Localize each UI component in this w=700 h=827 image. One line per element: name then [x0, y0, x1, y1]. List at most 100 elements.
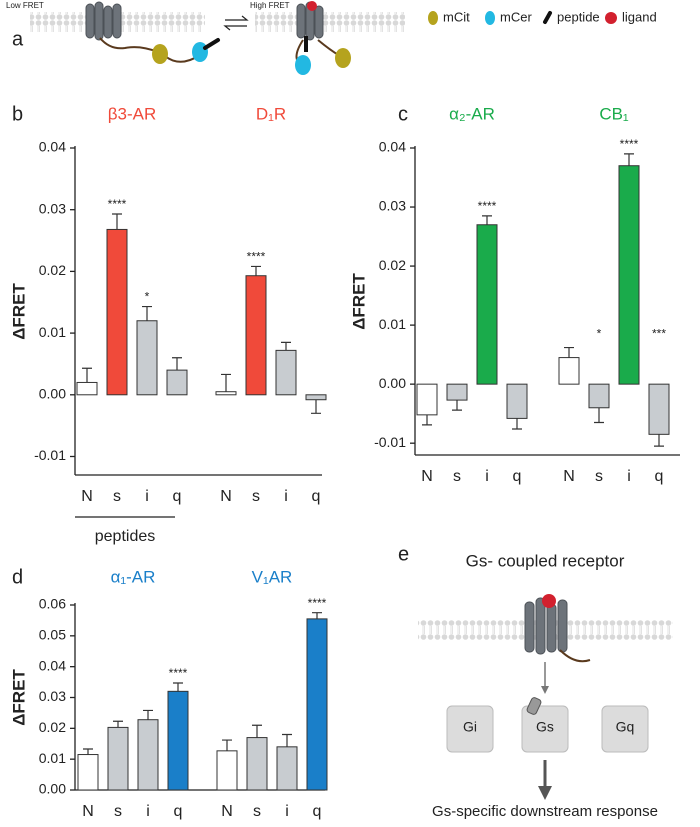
error-bar	[654, 434, 664, 447]
diagram-title: Gs- coupled receptor	[466, 551, 625, 570]
group-title: D₁R	[256, 104, 286, 123]
panel-label: b	[12, 103, 23, 125]
error-bar	[221, 373, 231, 392]
y-axis-label: ΔFRET	[349, 273, 368, 330]
y-tick-label: -0.01	[374, 434, 406, 450]
bar	[648, 383, 670, 435]
diagram-a	[30, 1, 617, 75]
x-tick-label: N	[220, 488, 232, 505]
y-tick-label: -0.01	[34, 447, 66, 463]
bar	[588, 383, 610, 409]
state-label: High FRET	[250, 1, 290, 10]
bar	[276, 746, 298, 791]
error-bar	[82, 367, 92, 383]
error-bar	[142, 305, 152, 321]
bar	[166, 369, 188, 396]
group-title: β3-AR	[108, 104, 157, 123]
bar	[618, 165, 640, 385]
bar	[416, 383, 438, 416]
significance-label: *	[597, 326, 602, 340]
protein-label: Gi	[463, 719, 477, 735]
bar	[558, 357, 580, 385]
x-tick-label: s	[453, 468, 461, 485]
x-tick-label: s	[252, 488, 260, 505]
x-tick-label: N	[563, 468, 575, 485]
x-tick-label: N	[421, 468, 433, 485]
significance-label: ****	[308, 596, 327, 610]
y-tick-label: 0.01	[379, 316, 406, 332]
diagram-e	[418, 594, 673, 800]
x-tick-label: i	[146, 803, 150, 820]
x-tick-label: q	[173, 488, 182, 505]
legend-label: ligand	[622, 9, 657, 24]
bar	[216, 750, 238, 791]
panel-label: e	[398, 543, 409, 565]
state-label: Low FRET	[6, 1, 44, 10]
significance-label: ****	[108, 197, 127, 211]
significance-label: ****	[620, 137, 639, 151]
bar	[305, 394, 327, 401]
legend-label: mCit	[443, 9, 470, 24]
x-tick-label: N	[82, 803, 94, 820]
bar	[76, 381, 98, 396]
x-axis-label: peptides	[95, 528, 156, 545]
x-tick-label: q	[312, 488, 321, 505]
y-tick-label: 0.00	[39, 781, 66, 797]
bar	[137, 719, 159, 791]
bar	[306, 618, 328, 791]
bar	[107, 726, 129, 791]
y-tick-label: 0.01	[39, 324, 66, 340]
bar	[215, 391, 237, 396]
protein-label: Gs	[536, 719, 554, 735]
y-tick-label: 0.06	[39, 596, 66, 612]
y-axis-label: ΔFRET	[9, 283, 28, 340]
bar	[245, 275, 267, 396]
x-tick-label: N	[81, 488, 93, 505]
legend-label: peptide	[557, 9, 600, 24]
panel-label: c	[398, 103, 408, 125]
significance-label: ***	[652, 326, 666, 340]
x-tick-label: i	[285, 803, 289, 820]
y-axis-label: ΔFRET	[9, 669, 28, 726]
group-title: V₁AR	[252, 567, 293, 586]
significance-label: ****	[169, 666, 188, 680]
error-bar	[452, 400, 462, 411]
x-tick-label: q	[313, 803, 322, 820]
y-tick-label: 0.02	[39, 719, 66, 735]
error-bar	[113, 720, 123, 728]
x-tick-label: i	[145, 488, 149, 505]
error-bar	[422, 414, 432, 426]
significance-label: *	[145, 290, 150, 304]
x-tick-label: N	[221, 803, 233, 820]
y-tick-label: 0.00	[39, 385, 66, 401]
error-bar	[173, 682, 183, 692]
bar	[476, 224, 498, 385]
error-bar	[482, 215, 492, 225]
error-bar	[83, 748, 93, 755]
x-tick-label: q	[174, 803, 183, 820]
x-tick-label: s	[253, 803, 261, 820]
x-tick-label: i	[485, 468, 489, 485]
error-bar	[624, 153, 634, 166]
y-tick-label: 0.03	[379, 198, 406, 214]
x-tick-label: i	[627, 468, 631, 485]
error-bar	[222, 739, 232, 751]
error-bar	[564, 346, 574, 358]
error-bar	[311, 399, 321, 414]
bar	[136, 320, 158, 396]
x-tick-label: s	[114, 803, 122, 820]
y-tick-label: 0.02	[39, 262, 66, 278]
error-bar	[312, 612, 322, 619]
error-bar	[281, 341, 291, 351]
bar	[106, 228, 128, 396]
diagram-caption: Gs-specific downstream response	[432, 803, 658, 820]
bar	[246, 737, 268, 791]
bar	[275, 349, 297, 396]
x-tick-label: i	[284, 488, 288, 505]
error-bar	[252, 724, 262, 738]
error-bar	[112, 213, 122, 230]
error-bar	[251, 265, 261, 276]
x-tick-label: q	[655, 468, 664, 485]
y-tick-label: 0.01	[39, 750, 66, 766]
